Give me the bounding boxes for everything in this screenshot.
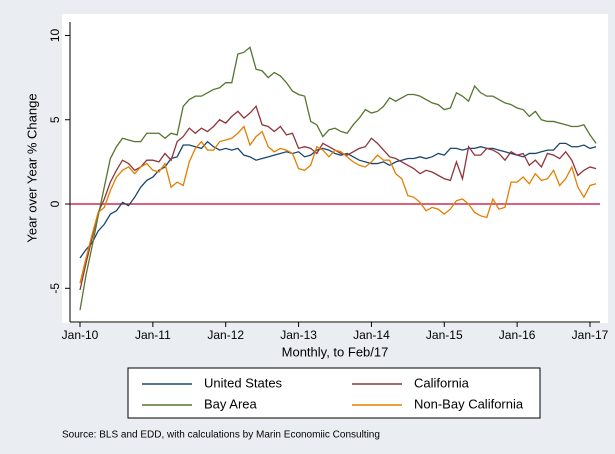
legend-label: Bay Area — [204, 396, 258, 411]
x-tick-label: Jan-13 — [280, 328, 317, 342]
y-tick-label: 10 — [48, 28, 62, 42]
series-line — [79, 46, 597, 311]
source-note: Source: BLS and EDD, with calculations b… — [62, 430, 380, 441]
y-tick-label: 0 — [48, 200, 62, 207]
x-tick-label: Jan-12 — [207, 328, 244, 342]
legend — [127, 367, 541, 419]
series-line — [79, 105, 597, 291]
legend-label: Non-Bay California — [414, 396, 524, 411]
plot-area — [62, 14, 608, 323]
x-tick-label: Jan-11 — [135, 328, 171, 342]
legend-label: United States — [204, 375, 283, 390]
x-tick-label: Jan-10 — [62, 328, 99, 342]
legend-label: California — [414, 375, 470, 390]
x-tick-label: Jan-16 — [499, 328, 536, 342]
series-line — [79, 125, 597, 284]
x-tick-label: Jan-14 — [353, 328, 390, 342]
x-axis-title: Monthly, to Feb/17 — [282, 344, 389, 359]
x-tick-label: Jan-15 — [426, 328, 463, 342]
y-axis-title: Year over Year % Change — [24, 93, 39, 242]
y-tick-label: 5 — [48, 116, 62, 123]
x-tick-label: Jan-17 — [572, 328, 609, 342]
y-tick-label: -5 — [48, 283, 62, 294]
